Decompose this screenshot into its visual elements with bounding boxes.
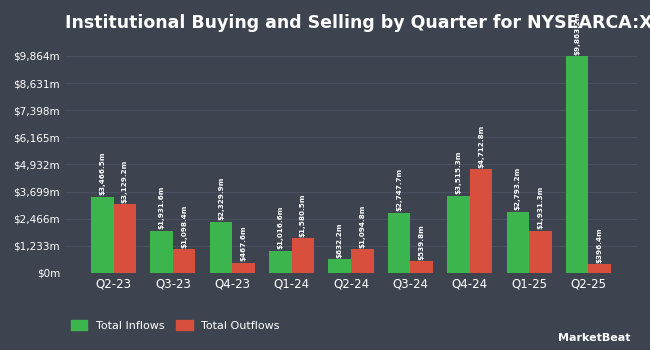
Bar bbox=[529, 231, 552, 273]
Text: $632.2m: $632.2m bbox=[337, 222, 343, 258]
Text: $3,515.3m: $3,515.3m bbox=[456, 151, 462, 194]
Bar bbox=[388, 212, 410, 273]
Bar bbox=[114, 204, 136, 273]
Bar bbox=[269, 251, 292, 273]
Bar bbox=[210, 222, 232, 273]
Text: $4,712.8m: $4,712.8m bbox=[478, 125, 484, 168]
Text: $1,094.8m: $1,094.8m bbox=[359, 204, 365, 247]
Bar bbox=[566, 56, 588, 273]
Text: $396.4m: $396.4m bbox=[597, 228, 603, 263]
Bar bbox=[232, 263, 255, 273]
Bar bbox=[173, 249, 196, 273]
Text: $539.8m: $539.8m bbox=[419, 224, 424, 260]
Legend: Total Inflows, Total Outflows: Total Inflows, Total Outflows bbox=[71, 320, 280, 331]
Text: Institutional Buying and Selling by Quarter for NYSEARCA:XLV: Institutional Buying and Selling by Quar… bbox=[65, 14, 650, 32]
Text: $1,931.3m: $1,931.3m bbox=[538, 186, 543, 229]
Text: $9,863.2m: $9,863.2m bbox=[574, 11, 580, 55]
Bar bbox=[292, 238, 314, 273]
Bar bbox=[91, 197, 114, 273]
Text: $2,747.7m: $2,747.7m bbox=[396, 168, 402, 211]
Text: $1,580.5m: $1,580.5m bbox=[300, 194, 306, 237]
Bar bbox=[351, 249, 374, 273]
Bar bbox=[588, 264, 611, 273]
Text: $3,129.2m: $3,129.2m bbox=[122, 160, 128, 203]
Text: MarketBeat: MarketBeat bbox=[558, 333, 630, 343]
Bar bbox=[447, 196, 470, 273]
Text: $2,793.2m: $2,793.2m bbox=[515, 167, 521, 210]
Bar bbox=[410, 261, 433, 273]
Bar bbox=[328, 259, 351, 273]
Text: $3,466.5m: $3,466.5m bbox=[99, 152, 105, 195]
Text: $1,016.6m: $1,016.6m bbox=[278, 206, 283, 249]
Text: $1,098.4m: $1,098.4m bbox=[181, 204, 187, 247]
Bar bbox=[506, 211, 529, 273]
Text: $1,931.6m: $1,931.6m bbox=[159, 186, 164, 229]
Text: $467.6m: $467.6m bbox=[240, 226, 246, 261]
Text: $2,329.9m: $2,329.9m bbox=[218, 177, 224, 220]
Bar bbox=[150, 231, 173, 273]
Bar bbox=[470, 169, 492, 273]
